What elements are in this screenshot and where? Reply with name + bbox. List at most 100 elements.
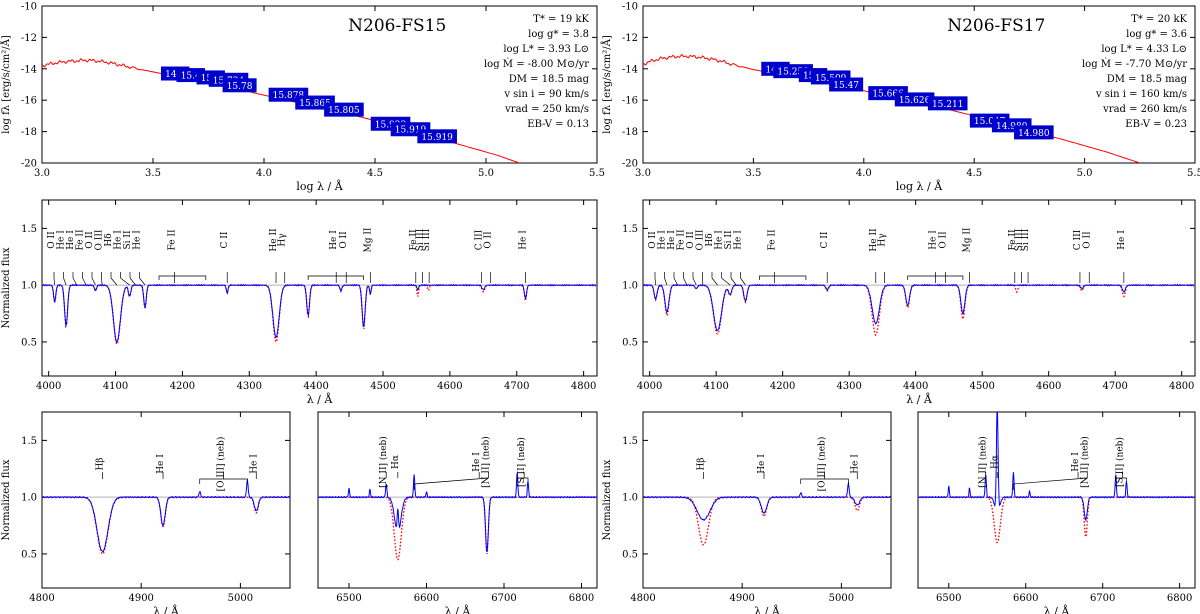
blue-left-line-id: He I — [133, 230, 143, 250]
hb-left-ytick-label: 1.5 — [21, 436, 37, 447]
sed-right-xtick-label: 3.0 — [635, 168, 651, 179]
blue-left-line-id: Fe II — [167, 229, 177, 250]
sed-right-xtick-label: 4.0 — [856, 168, 872, 179]
blue-left-ytick-label: 0.5 — [21, 337, 37, 348]
sed-right-photometry-label: 15.047 — [974, 117, 1006, 127]
hb-left-xtick-label: 4800 — [29, 593, 54, 604]
sed-left-model-sed — [42, 57, 520, 163]
blue-left-line-id: He I — [518, 230, 528, 250]
hb-right-line-id: [O III] (neb) — [817, 437, 828, 492]
blue-right-id-slant — [673, 277, 678, 286]
blue-left-line-id: Mg II — [363, 227, 373, 252]
blue-left-xtick-label: 4800 — [571, 381, 596, 392]
blue-left-fe-bracket — [158, 275, 207, 280]
blue-right-xtick-label: 4600 — [1036, 381, 1061, 392]
blue-right-id-slant — [711, 277, 718, 286]
hb-left-frame — [41, 411, 291, 589]
blue-right-line-id: C II — [820, 231, 830, 248]
hb-right-frame — [642, 411, 892, 589]
sed-left-ytick-label: -14 — [21, 64, 37, 75]
sed-right-ylabel: log fλ [erg/s/cm²/Å] — [601, 35, 613, 134]
hb-left-xlabel: λ / Å — [153, 604, 180, 614]
sed-right-param: T* = 20 kK — [1131, 14, 1187, 25]
blue-left-frame — [41, 199, 598, 377]
blue-left-id-slant — [129, 277, 136, 286]
sed-right-star-name: N206-FS17 — [947, 16, 1045, 36]
blue-left-ytick-label: 1.0 — [21, 281, 37, 292]
sed-left-photometry-box — [417, 129, 457, 144]
blue-right-line-id: O II — [686, 231, 696, 249]
sed-left: 3.0 3.5 4.0 4.5 5.0 5.5 -10 -12 -14 -16 -18 -20 log … — [0, 2, 605, 194]
ha-left-model-line — [318, 496, 597, 561]
sed-right-ytick-label: -18 — [622, 127, 638, 138]
sed-left-photometry-box — [324, 102, 364, 117]
blue-left-line-id: O II — [484, 231, 494, 249]
ha-left-frame — [317, 411, 598, 589]
blue-left-xtick-label: 4000 — [36, 381, 61, 392]
sed-right-ytick-label: -20 — [622, 159, 638, 170]
hb-left-line-id: He I — [156, 454, 166, 474]
sed-left-xlabel: log λ / Å — [296, 179, 343, 193]
blue-left-id-slant — [82, 277, 87, 286]
ha-right-nii-connector — [1013, 477, 1088, 490]
blue-right-id-slant — [654, 277, 656, 286]
sed-right-photometry-box — [829, 77, 864, 92]
hb-left-ytick-label: 0.5 — [21, 549, 37, 560]
hb-right-line-id: He I — [757, 454, 767, 474]
sed-left-photometry-label: 14.2 — [165, 70, 185, 80]
blue-left-line-id: O III — [95, 229, 105, 250]
sed-left-photometry-label: 15.805 — [328, 106, 360, 116]
sed-left-xtick-label: 4.5 — [367, 168, 383, 179]
hb-right-xtick-label: 4800 — [630, 593, 655, 604]
sed-left-xtick-label: 4.0 — [256, 168, 272, 179]
blue-right-line-id: Fe II — [1008, 229, 1018, 250]
blue-left-line-id: O II — [339, 231, 349, 249]
ha-left-xtick-label: 6800 — [569, 593, 594, 604]
ha-right-sii-bracket — [1115, 477, 1127, 482]
blue-right-line-id: C III — [1073, 229, 1083, 250]
sed-right-ytick-label: -10 — [622, 2, 638, 13]
sed-right-photometry-label: 15.259 — [777, 68, 809, 78]
hb-right-ytick-label: 1.0 — [622, 493, 638, 504]
blue-left-line-id: Hδ — [104, 233, 114, 246]
ha-right-line-id: [N II] (neb) — [978, 436, 989, 488]
blue-left-ylabel: Normalized flux — [1, 247, 12, 328]
blue-right-line-id: Si III — [1014, 228, 1024, 251]
blue-left-model-line — [42, 284, 597, 345]
hb-right-ylabel: Normalized flux — [602, 459, 613, 540]
blue-left-xtick-label: 4100 — [103, 381, 128, 392]
blue-right-xtick-label: 4200 — [770, 381, 795, 392]
blue-left-line-id: Si III — [415, 228, 425, 251]
ha-right-model-line — [918, 496, 1195, 544]
blue-left-line-id: C III — [474, 229, 484, 250]
blue-left-hei-bracket — [307, 275, 364, 280]
blue-left-xtick-label: 4300 — [237, 381, 262, 392]
sed-left-param: T* = 19 kK — [533, 14, 589, 25]
ha-right-xtick-label: 6500 — [936, 593, 961, 604]
hb-left-ytick-label: 1.0 — [21, 493, 37, 504]
blue-left-line-id: C II — [220, 231, 230, 248]
blue-right-xtick-label: 4300 — [836, 381, 861, 392]
hb-left-line-id: Hβ — [96, 457, 106, 470]
sed-right-photometry-box — [894, 92, 935, 107]
hb-right-observed-line — [643, 481, 891, 521]
ha-right-line-id: He I — [1071, 452, 1081, 472]
ha-right-line-id: [S II] (neb) — [1115, 437, 1126, 487]
blue-right-line-id: O II — [1082, 231, 1092, 249]
sed-left-ytick-label: -16 — [21, 96, 37, 107]
sed-left-param: log Ṁ = -8.00 M⊙/yr — [484, 58, 589, 70]
sed-left-photometry-label: 15.919 — [395, 126, 427, 136]
sed-left-frame — [41, 5, 598, 164]
sed-right-photometry-label: 14.980 — [1018, 129, 1050, 139]
sed-left-ylabel: log fλ [erg/s/cm²/Å] — [0, 35, 12, 134]
ha-left-xtick-label: 6500 — [336, 593, 361, 604]
blue-right-observed-line — [643, 283, 1195, 332]
sed-left-ytick-label: -18 — [21, 127, 37, 138]
blue-right-line-id: O III — [696, 229, 706, 250]
sed-right-photometry-box — [1014, 125, 1054, 140]
blue-left-line-id: Hγ — [278, 233, 288, 246]
ha-right-xtick-label: 6600 — [1013, 593, 1038, 604]
blue-right-line-id: O II — [939, 231, 949, 249]
ha-right-xtick-label: 6700 — [1090, 593, 1115, 604]
sed-left-xtick-label: 5.0 — [478, 168, 494, 179]
